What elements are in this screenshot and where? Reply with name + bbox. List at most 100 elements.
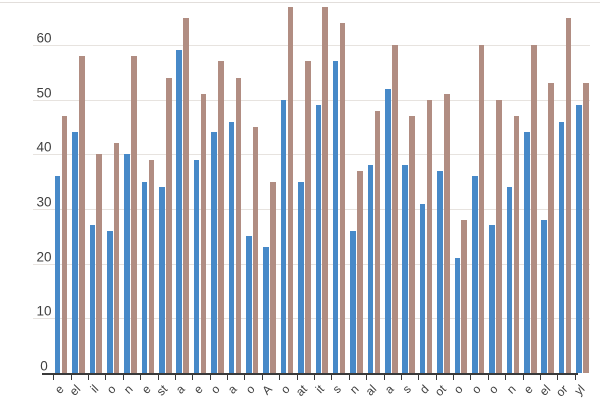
series-blue-bar bbox=[263, 247, 269, 373]
series-blue-bar bbox=[124, 154, 130, 373]
series-blue-bar bbox=[211, 132, 217, 373]
x-axis-tick-label: o bbox=[277, 382, 293, 397]
series-blue-bar bbox=[350, 230, 356, 373]
y-gridline bbox=[33, 154, 590, 156]
series-tan-bar bbox=[565, 17, 572, 373]
y-gridline bbox=[33, 263, 590, 265]
y-gridline bbox=[33, 318, 590, 320]
series-tan-bar bbox=[444, 94, 450, 373]
series-tan-bar bbox=[96, 154, 103, 373]
y-axis-tick-label: 0 bbox=[40, 358, 48, 374]
x-axis-tick bbox=[192, 375, 194, 380]
x-axis-tick-label: at bbox=[292, 382, 310, 399]
series-blue-bar bbox=[541, 219, 548, 373]
x-axis-tick bbox=[400, 375, 402, 380]
series-blue-bar bbox=[228, 121, 235, 373]
x-axis-tick-label: e bbox=[138, 382, 154, 397]
y-axis-tick-label: 20 bbox=[36, 249, 52, 265]
series-tan-bar bbox=[496, 99, 502, 373]
series-tan-bar bbox=[183, 17, 189, 373]
x-axis-tick-label: e bbox=[520, 382, 536, 397]
series-tan-bar bbox=[252, 126, 259, 373]
x-axis-tick-label: it bbox=[312, 382, 327, 397]
series-tan-bar bbox=[113, 143, 120, 373]
x-axis-tick bbox=[296, 375, 298, 380]
x-axis-tick-label: e bbox=[190, 382, 206, 397]
x-axis-tick-label: il bbox=[87, 382, 101, 396]
series-blue-bar bbox=[506, 187, 513, 373]
series-tan-bar bbox=[548, 83, 554, 373]
series-tan-bar bbox=[322, 6, 328, 373]
series-blue-bar bbox=[159, 187, 165, 373]
x-axis-tick bbox=[383, 375, 385, 380]
x-axis-tick bbox=[418, 375, 420, 380]
x-axis-tick-label: st bbox=[153, 382, 171, 399]
y-gridline bbox=[33, 44, 590, 46]
x-axis-tick bbox=[453, 375, 455, 380]
series-tan-bar bbox=[305, 61, 311, 373]
series-blue-bar bbox=[332, 61, 339, 373]
x-axis-line bbox=[42, 373, 578, 375]
x-axis-tick-label: o bbox=[468, 382, 484, 397]
series-tan-bar bbox=[218, 61, 224, 373]
series-blue-bar bbox=[54, 176, 61, 373]
series-tan-bar bbox=[583, 83, 589, 373]
series-blue-bar bbox=[437, 170, 443, 373]
series-blue-bar bbox=[72, 132, 78, 373]
x-axis-tick-label: o bbox=[242, 382, 258, 397]
series-tan-bar bbox=[131, 55, 137, 373]
x-axis-tick-label: al bbox=[362, 382, 380, 399]
x-axis-tick bbox=[122, 375, 124, 380]
x-axis-tick-label: a bbox=[381, 382, 397, 397]
series-tan-bar bbox=[148, 159, 155, 373]
series-blue-bar bbox=[315, 105, 322, 373]
x-axis-tick-label: n bbox=[347, 382, 362, 397]
series-tan-bar bbox=[374, 110, 381, 373]
series-tan-bar bbox=[165, 77, 172, 373]
series-tan-bar bbox=[391, 44, 398, 373]
x-axis-tick bbox=[539, 375, 541, 380]
series-tan-bar bbox=[200, 94, 207, 373]
x-axis-tick bbox=[522, 375, 524, 380]
x-axis-tick bbox=[314, 375, 315, 380]
x-axis-tick-label: n bbox=[503, 382, 519, 397]
x-axis-tick-label: s bbox=[330, 382, 345, 397]
series-blue-bar bbox=[576, 105, 582, 373]
series-tan-bar bbox=[61, 116, 68, 373]
x-axis-tick bbox=[244, 375, 246, 380]
x-axis-tick bbox=[227, 375, 229, 380]
series-tan-bar bbox=[513, 116, 520, 373]
series-blue-bar bbox=[245, 236, 252, 373]
x-axis-tick-label: o bbox=[486, 382, 501, 397]
x-axis-tick-label: a bbox=[225, 382, 241, 397]
series-blue-bar bbox=[141, 181, 148, 373]
x-axis-tick bbox=[70, 375, 72, 380]
x-axis-tick bbox=[487, 375, 489, 380]
x-axis-tick bbox=[557, 375, 559, 380]
x-axis-tick bbox=[209, 375, 211, 380]
x-axis-tick-label: o bbox=[451, 382, 466, 397]
x-axis-tick-label: el bbox=[67, 382, 84, 399]
series-blue-bar bbox=[524, 132, 530, 373]
series-tan-bar bbox=[357, 170, 363, 373]
x-axis-tick bbox=[88, 375, 90, 380]
x-axis-tick bbox=[174, 375, 176, 380]
x-axis-tick bbox=[470, 375, 472, 380]
series-blue-bar bbox=[367, 165, 374, 373]
x-axis-tick bbox=[435, 375, 437, 380]
x-axis-tick bbox=[574, 375, 576, 380]
x-axis-tick bbox=[331, 375, 333, 380]
x-axis-tick bbox=[140, 375, 142, 380]
x-axis-tick-label: A bbox=[259, 382, 275, 398]
series-tan-bar bbox=[530, 44, 537, 373]
series-tan-bar bbox=[426, 99, 433, 373]
x-axis-tick-label: d bbox=[416, 382, 432, 397]
series-tan-bar bbox=[270, 181, 276, 373]
x-axis-tick bbox=[261, 375, 263, 380]
series-blue-bar bbox=[298, 181, 304, 373]
series-tan-bar bbox=[409, 116, 415, 373]
series-tan-bar bbox=[461, 219, 468, 373]
series-tan-bar bbox=[287, 6, 294, 373]
x-axis-tick bbox=[105, 375, 107, 380]
x-axis-tick-label: yl bbox=[571, 382, 588, 399]
